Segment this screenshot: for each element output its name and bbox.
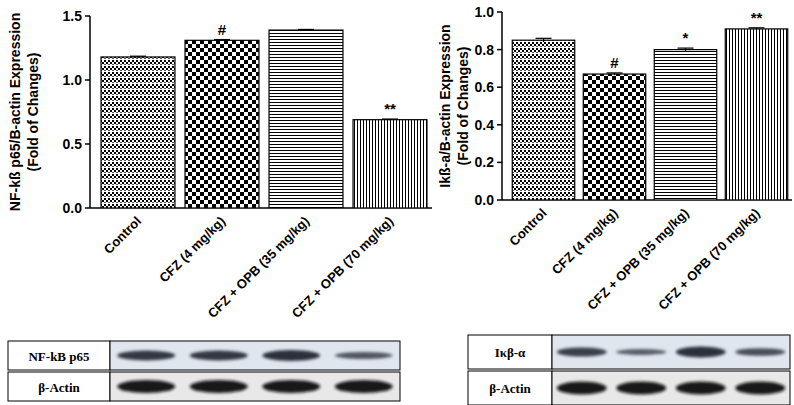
y-tick-label: 0.4 xyxy=(475,117,495,133)
figure: NF-kß p65/B-actin Expression(Fold of Cha… xyxy=(0,0,794,405)
error-cap xyxy=(298,29,314,30)
blot-band xyxy=(735,348,785,356)
blot-band xyxy=(262,380,320,393)
blot-band xyxy=(190,380,248,393)
bar xyxy=(185,40,259,208)
x-tick-label: CFZ (4 mg/kg) xyxy=(156,214,228,286)
blot-image xyxy=(552,371,790,405)
blot-label-box xyxy=(8,372,110,401)
bar xyxy=(353,120,427,208)
x-tick-label: Control xyxy=(506,206,549,249)
y-tick xyxy=(85,79,90,81)
error-bar xyxy=(536,38,552,42)
y-axis-line xyxy=(501,12,503,200)
error-cap xyxy=(130,56,146,57)
y-tick xyxy=(85,143,90,145)
blot-band xyxy=(262,350,320,361)
blot-band xyxy=(676,382,726,395)
y-tick-label: 0.2 xyxy=(475,154,495,170)
blot-band xyxy=(117,380,175,393)
error-bar xyxy=(130,56,146,58)
bars xyxy=(101,29,427,208)
bar xyxy=(725,29,787,200)
blot-band xyxy=(616,382,666,395)
significance-mark: ** xyxy=(751,9,763,26)
significance-mark: * xyxy=(683,29,689,46)
y-axis-label: (Fold of Changes) xyxy=(455,47,471,166)
bar xyxy=(269,30,343,208)
blot-band xyxy=(676,347,726,358)
y-tick xyxy=(497,49,502,51)
blot-label-box xyxy=(8,341,110,370)
error-cap xyxy=(678,47,694,48)
blot-label: Iκβ-α xyxy=(495,345,526,360)
chart-0: NF-kß p65/B-actin Expression(Fold of Cha… xyxy=(7,8,432,321)
blot-label-box xyxy=(468,335,552,369)
blot-band xyxy=(117,351,175,361)
error-cap xyxy=(749,27,765,28)
y-tick xyxy=(497,11,502,13)
bar xyxy=(101,57,175,208)
y-tick xyxy=(497,162,502,164)
bar xyxy=(512,40,574,200)
blot-label: β-Actin xyxy=(489,381,531,396)
blot-1: Iκβ-α β-Actin xyxy=(468,335,790,405)
bar xyxy=(583,74,645,200)
blot-band xyxy=(735,382,785,395)
y-tick-label: 1.5 xyxy=(63,8,83,24)
bar xyxy=(654,50,716,200)
error-cap xyxy=(536,38,552,39)
blot-band xyxy=(616,349,666,355)
y-tick-label: 0.8 xyxy=(475,42,495,58)
blot-label: NF-kB p65 xyxy=(28,349,90,364)
significance-mark: # xyxy=(218,21,227,38)
y-tick xyxy=(85,15,90,17)
x-tick-label: CFZ + OPB (70 mg/kg) xyxy=(289,214,396,321)
blot-band xyxy=(335,380,393,393)
y-tick-label: 0.0 xyxy=(63,200,83,216)
significance-mark: # xyxy=(610,54,619,71)
bars xyxy=(512,28,787,200)
x-tick-label: Control xyxy=(101,214,144,257)
y-axis-line xyxy=(89,16,91,208)
blot-0: NF-kB p65 β-Actin xyxy=(8,341,400,401)
error-bar xyxy=(749,28,765,30)
blot-band xyxy=(190,351,248,361)
y-axis-label: (Fold of Changes) xyxy=(25,53,41,172)
blot-band xyxy=(335,352,393,359)
error-cap xyxy=(382,118,398,119)
blot-image xyxy=(110,372,400,401)
y-tick-label: 0.6 xyxy=(475,79,495,95)
blot-band xyxy=(557,347,607,356)
y-axis-label: NF-kß p65/B-actin Expression xyxy=(7,13,23,211)
blot-image xyxy=(552,335,790,369)
error-cap xyxy=(607,72,623,73)
x-tick-label: CFZ (4 mg/kg) xyxy=(549,206,621,278)
y-tick xyxy=(497,124,502,126)
error-cap xyxy=(214,39,230,40)
y-tick xyxy=(497,199,502,201)
blot-label-box xyxy=(468,371,552,405)
y-tick-label: 1.0 xyxy=(63,72,83,88)
error-bar xyxy=(382,119,398,120)
y-tick xyxy=(85,207,90,209)
error-bar xyxy=(607,73,623,75)
x-tick-label: CFZ + OPB (70 mg/kg) xyxy=(655,206,762,313)
error-bar xyxy=(678,48,694,51)
blot-image xyxy=(110,341,400,370)
blot-label: β-Actin xyxy=(38,380,80,395)
error-bar xyxy=(298,29,314,30)
error-bar xyxy=(214,40,230,42)
y-tick-label: 1.0 xyxy=(475,4,495,20)
y-tick-label: 0.0 xyxy=(475,192,495,208)
y-tick xyxy=(497,86,502,88)
significance-mark: ** xyxy=(384,100,396,117)
chart-1: Ikß-a/B-actin Expression(Fold of Changes… xyxy=(437,4,792,313)
blot-band xyxy=(557,382,607,395)
y-tick-label: 0.5 xyxy=(63,136,83,152)
y-axis-label: Ikß-a/B-actin Expression xyxy=(437,24,453,187)
